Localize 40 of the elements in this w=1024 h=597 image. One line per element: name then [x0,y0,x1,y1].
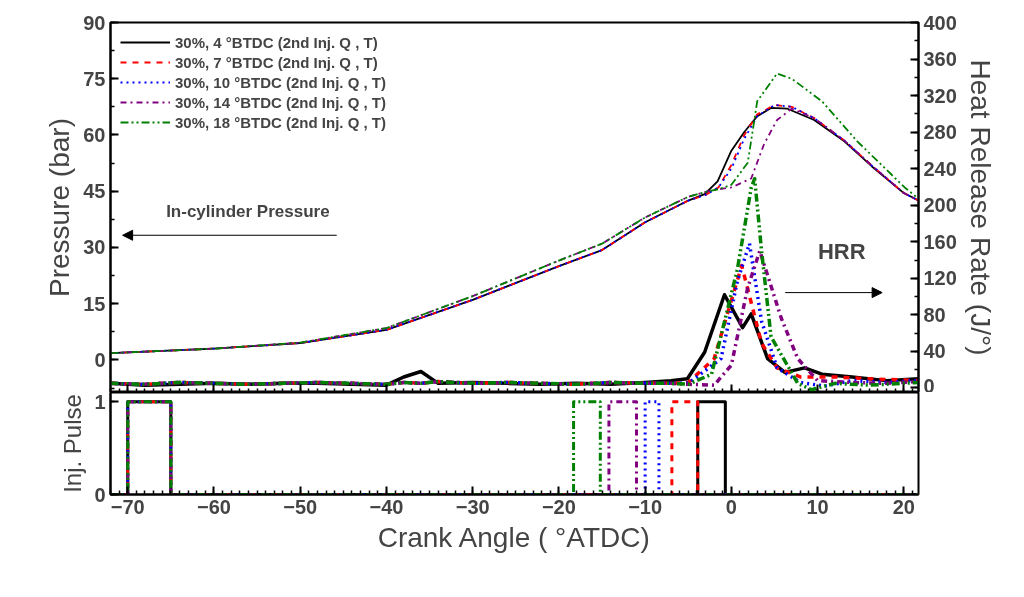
legend-label: 30%, 7 °BTDC (2nd Inj. Q , T) [175,52,378,72]
x-tick-label: −20 [541,495,576,518]
y2-tick-label: 280 [923,121,957,144]
x-axis-title: Crank Angle ( °ATDC) [377,521,650,553]
y2-tick-label: 400 [923,11,957,34]
legend-label: 30%, 10 °BTDC (2nd Inj. Q , T) [175,72,387,92]
y2-tick-label: 240 [923,157,957,180]
y-axis-title: Pressure (bar) [44,118,76,297]
y2-tick-label: 0 [923,374,935,397]
annotation: HRR [817,239,866,265]
x-tick-label: 0 [725,495,737,518]
y2-tick-label: 160 [923,230,957,253]
y-tick-label: 45 [83,180,106,203]
y2-tick-label: 200 [923,194,957,217]
y2-tick-label: 80 [923,303,946,326]
legend-label: 30%, 14 °BTDC (2nd Inj. Q , T) [175,92,387,112]
y2-tick-label: 320 [923,84,957,107]
y2-tick-label: 120 [923,267,957,290]
x-tick-label: 20 [892,495,915,518]
y-tick-label: 30 [83,236,106,259]
x-tick-label: −30 [455,495,490,518]
y-tick-label: 0 [94,348,106,371]
y-tick-label: 90 [83,11,106,34]
y-tick-label: 75 [83,67,106,90]
y2-tick-label: 360 [923,48,957,71]
x-tick-label: −60 [197,495,231,518]
x-tick-label: −50 [283,495,318,518]
x-tick-label: 10 [806,495,829,518]
x-tick-label: −40 [369,495,404,518]
legend-label: 30%, 18 °BTDC (2nd Inj. Q , T) [175,112,387,132]
y-tick-label: 60 [83,123,106,146]
y-tick-label: 1 [94,390,106,413]
y2-axis-title: Heat Release Rate (J/°) [964,59,996,356]
y-tick-label: 15 [83,292,106,315]
annotation: In-cylinder Pressure [166,201,330,221]
x-tick-label: −10 [628,495,663,518]
y2-tick-label: 40 [923,340,946,363]
legend-label: 30%, 4 °BTDC (2nd Inj. Q , T) [175,32,378,52]
x-tick-label: −70 [110,495,145,518]
y-axis-title: Inj. Pulse [59,394,87,493]
